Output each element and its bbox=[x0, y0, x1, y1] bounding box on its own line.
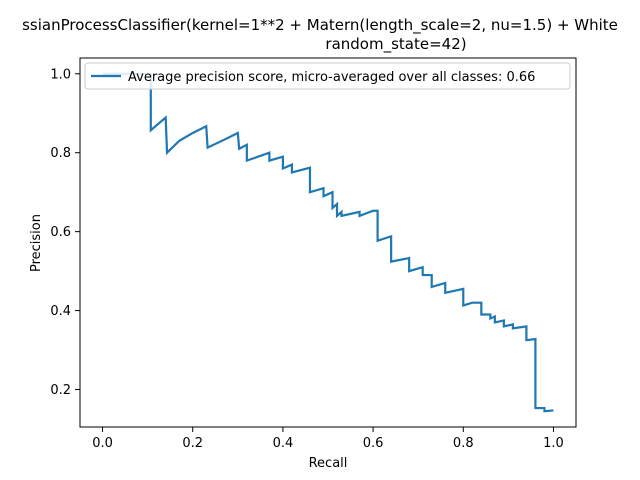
legend-box bbox=[84, 62, 571, 90]
y-tick-label: 0.2 bbox=[50, 383, 71, 398]
y-tick-label: 0.8 bbox=[50, 146, 71, 161]
pr-curve-line bbox=[102, 72, 554, 413]
x-axis-label: Recall bbox=[309, 456, 348, 471]
plot-frame bbox=[79, 57, 577, 428]
chart-title-line1: ssianProcessClassifier(kernel=1**2 + Mat… bbox=[22, 16, 618, 35]
y-axis-label: Precision bbox=[29, 214, 44, 272]
x-tick-label: 0.8 bbox=[453, 436, 474, 451]
legend: Average precision score, micro-averaged … bbox=[84, 62, 571, 90]
legend-entry-label: Average precision score, micro-averaged … bbox=[128, 70, 535, 85]
chart-title-line2: random_state=42) bbox=[325, 35, 466, 54]
x-tick-label: 1.0 bbox=[543, 436, 564, 451]
y-tick-label: 1.0 bbox=[50, 67, 71, 82]
x-tick-label: 0.0 bbox=[92, 436, 113, 451]
x-axis: 0.0 0.2 0.4 0.6 0.8 1.0 bbox=[92, 427, 564, 451]
y-tick-label: 0.4 bbox=[50, 304, 71, 319]
y-axis: 0.2 0.4 0.6 0.8 1.0 bbox=[50, 67, 80, 398]
x-tick-label: 0.6 bbox=[363, 436, 384, 451]
x-tick-label: 0.2 bbox=[182, 436, 203, 451]
y-tick-label: 0.6 bbox=[50, 225, 71, 240]
x-tick-label: 0.4 bbox=[273, 436, 294, 451]
plot-area bbox=[80, 58, 576, 427]
